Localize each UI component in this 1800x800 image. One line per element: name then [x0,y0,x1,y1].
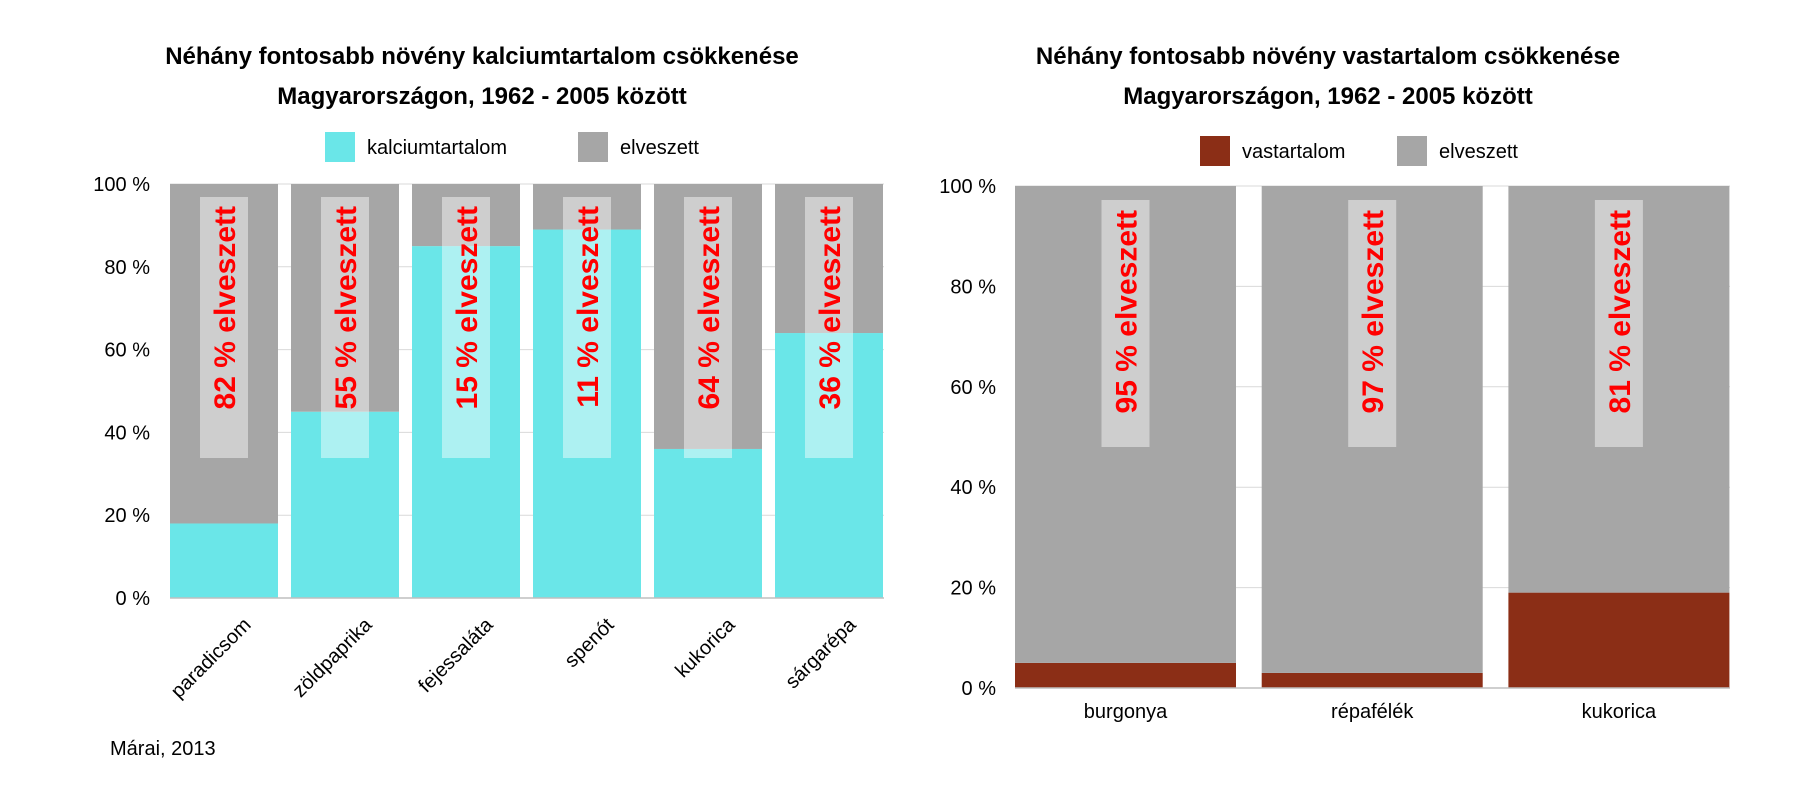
bar-elveszett-kukorica [1508,186,1730,593]
bar-elveszett-paradicsom [170,184,278,524]
iron-chart-x-axis: burgonya répafélék kukorica [1084,701,1657,723]
category-label-burgonya: burgonya [1084,701,1168,723]
category-label-zoldpaprika: zöldpaprika [289,613,378,702]
legend-label-elveszett: elveszett [1439,141,1518,163]
loss-label-burgonya: 95 % elveszett [1111,210,1144,413]
category-label-kukorica: kukorica [671,613,740,682]
iron-chart: Néhány fontosabb növény vastartalom csök… [939,43,1730,723]
loss-label-kukorica: 81 % elveszett [1604,210,1637,413]
y-tick-label: 60 % [950,377,996,399]
loss-label-box [684,197,732,458]
calcium-chart-y-axis: 0 % 20 % 40 % 60 % 80 % 100 % [93,174,150,610]
y-tick-label: 100 % [93,174,150,196]
legend-label-vastartalom: vastartalom [1242,141,1345,163]
calcium-chart-bars [170,184,883,599]
category-label-kukorica: kukorica [1582,701,1657,723]
y-tick-label: 20 % [104,505,150,527]
loss-label-paradicsom: 82 % elveszett [209,206,242,409]
iron-chart-title-line-1: Néhány fontosabb növény vastartalom csök… [1036,43,1620,70]
y-tick-label: 60 % [104,340,150,362]
legend-swatch-vastartalom [1200,136,1230,166]
loss-label-box [805,197,853,458]
loss-label-fejessalata: 15 % elveszett [451,206,484,409]
y-tick-label: 0 % [116,588,151,610]
bar-vastartalom-kukorica [1508,592,1730,688]
bar-elveszett-repafelek [1261,186,1483,673]
loss-label-box [1101,200,1150,447]
loss-label-box [1348,200,1397,447]
y-tick-label: 20 % [950,578,996,600]
loss-label-repafelek: 97 % elveszett [1357,210,1390,413]
category-label-repafelek: répafélék [1331,701,1414,723]
category-label-fejessalata: fejessaláta [414,613,498,697]
legend-swatch-elveszett [1397,136,1427,166]
bar-elveszett-sargarepa [775,184,883,334]
source-note: Márai, 2013 [110,738,216,760]
bar-kalciumtartalom-kukorica [654,448,762,598]
bar-kalciumtartalom-spenot [533,229,641,599]
loss-label-kukorica: 64 % elveszett [693,206,726,409]
y-tick-label: 80 % [950,276,996,298]
bar-elveszett-fejessalata [412,184,520,247]
y-tick-label: 0 % [962,678,997,700]
legend-swatch-kalciumtartalom [325,132,355,162]
iron-chart-title-line-2: Magyarországon, 1962 - 2005 között [1123,83,1532,110]
bar-elveszett-spenot [533,184,641,230]
calcium-chart: Néhány fontosabb növény kalciumtartalom … [93,43,884,703]
loss-label-box [200,197,248,458]
bar-elveszett-burgonya [1015,186,1236,663]
y-tick-label: 40 % [950,477,996,499]
loss-label-zoldpaprika: 55 % elveszett [330,206,363,409]
calcium-chart-x-axis: paradicsom zöldpaprika fejessaláta spenót ku… [167,613,861,702]
category-label-sargarepa: sárgarépa [781,613,861,693]
loss-label-box [1594,200,1643,447]
legend-swatch-elveszett [578,132,608,162]
bar-kalciumtartalom-paradicsom [170,523,278,598]
bar-vastartalom-burgonya [1015,662,1236,688]
y-tick-label: 100 % [939,176,996,198]
loss-label-box [442,197,490,458]
bar-elveszett-kukorica [654,184,762,449]
y-tick-label: 40 % [104,422,150,444]
calcium-chart-title-line-2: Magyarországon, 1962 - 2005 között [277,83,686,110]
iron-chart-y-axis: 0 % 20 % 40 % 60 % 80 % 100 % [939,176,996,700]
bar-kalciumtartalom-sargarepa [775,333,883,598]
bar-vastartalom-repafelek [1261,672,1483,688]
iron-chart-bars [1015,186,1730,688]
category-label-spenot: spenót [561,614,619,672]
iron-chart-bar-labels: 95 % elveszett 97 % elveszett 81 % elvesze… [1101,200,1643,447]
loss-label-box [563,197,611,458]
legend-label-elveszett: elveszett [620,137,699,159]
loss-label-sargarepa: 36 % elveszett [814,206,847,409]
legend-label-kalciumtartalom: kalciumtartalom [367,137,507,159]
bar-elveszett-zoldpaprika [291,184,399,412]
iron-chart-legend: vastartalom elveszett [1200,136,1518,166]
y-tick-label: 80 % [104,257,150,279]
loss-label-box [321,197,369,458]
calcium-chart-title-line-1: Néhány fontosabb növény kalciumtartalom … [165,43,799,70]
calcium-chart-legend: kalciumtartalom elveszett [325,132,699,162]
bar-kalciumtartalom-zoldpaprika [291,411,399,598]
bar-kalciumtartalom-fejessalata [412,246,520,598]
category-label-paradicsom: paradicsom [167,614,256,703]
calcium-chart-bar-labels: 82 % elveszett 55 % elveszett 15 % elvesze… [200,197,853,458]
loss-label-spenot: 11 % elveszett [572,206,605,408]
